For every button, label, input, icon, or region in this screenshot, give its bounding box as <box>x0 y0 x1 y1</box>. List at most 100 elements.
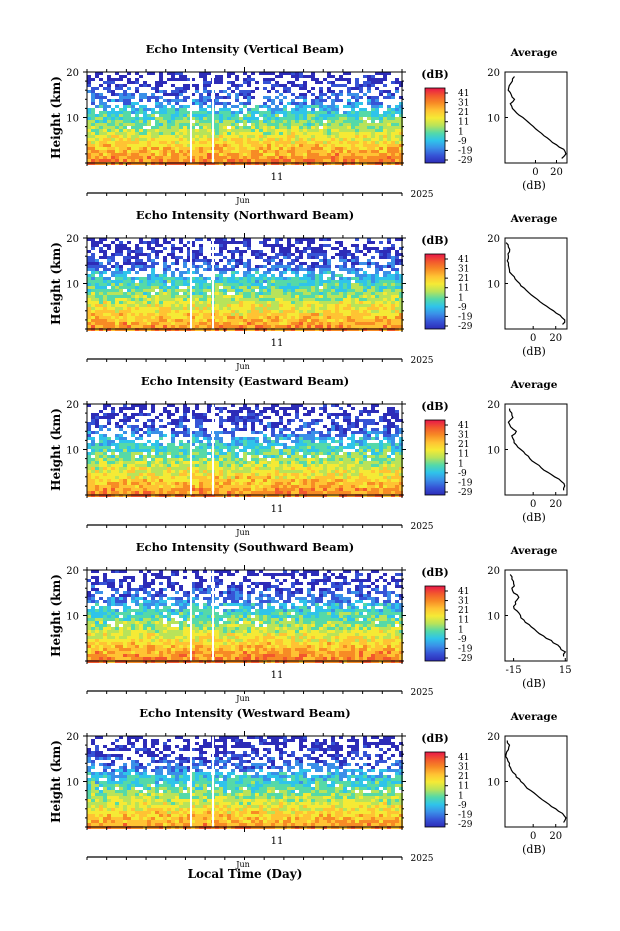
heatmap-cell <box>235 156 239 159</box>
heatmap-cell <box>299 135 303 138</box>
heatmap-cell <box>275 316 279 319</box>
heatmap-cell <box>123 310 127 313</box>
heatmap-cell <box>391 268 395 271</box>
heatmap-cell <box>131 295 135 298</box>
heatmap-cell <box>191 310 195 313</box>
heatmap-cell <box>147 147 151 150</box>
heatmap-cell <box>131 434 135 437</box>
heatmap-cell <box>103 96 107 99</box>
heatmap-cell <box>331 307 335 310</box>
heatmap-cell <box>99 126 103 129</box>
heatmap-cell <box>363 274 367 277</box>
heatmap-cell <box>167 304 171 307</box>
heatmap-cell <box>267 283 271 286</box>
heatmap-cell <box>191 488 195 491</box>
heatmap-cell <box>239 304 243 307</box>
heatmap-cell <box>147 467 151 470</box>
heatmap-cell <box>259 325 263 328</box>
heatmap-cell <box>271 295 275 298</box>
heatmap-cell <box>155 126 159 129</box>
heatmap-cell <box>243 289 247 292</box>
heatmap-cell <box>119 488 123 491</box>
heatmap-cell <box>243 238 247 241</box>
heatmap-cell <box>171 247 175 250</box>
heatmap-cell <box>267 126 271 129</box>
heatmap-cell <box>131 473 135 476</box>
heatmap-cell <box>347 120 351 123</box>
heatmap-cell <box>391 141 395 144</box>
heatmap-cell <box>135 265 139 268</box>
heatmap-cell <box>179 283 183 286</box>
heatmap-cell <box>227 108 231 111</box>
heatmap-cell <box>111 132 115 135</box>
heatmap-cell <box>251 325 255 328</box>
heatmap-cell <box>223 156 227 159</box>
heatmap-cell <box>99 464 103 467</box>
heatmap-cell <box>275 90 279 93</box>
heatmap-cell <box>151 114 155 117</box>
heatmap-cell <box>95 461 99 464</box>
heatmap-cell <box>191 467 195 470</box>
heatmap-cell <box>223 126 227 129</box>
heatmap-cell <box>171 419 175 422</box>
heatmap-cell <box>347 250 351 253</box>
heatmap-cell <box>395 138 399 141</box>
heatmap-cell <box>143 476 147 479</box>
heatmap-cell <box>367 247 371 250</box>
heatmap-cell <box>159 461 163 464</box>
heatmap-cell <box>99 120 103 123</box>
heatmap-cell <box>199 416 203 419</box>
heatmap-cell <box>331 123 335 126</box>
heatmap-cell <box>335 132 339 135</box>
heatmap-cell <box>107 126 111 129</box>
heatmap-cell <box>135 283 139 286</box>
heatmap-cell <box>111 313 115 316</box>
heatmap-cell <box>87 262 91 265</box>
heatmap-cell <box>95 268 99 271</box>
heatmap-cell <box>375 286 379 289</box>
heatmap-cell <box>231 150 235 153</box>
heatmap-cell <box>179 316 183 319</box>
heatmap-cell <box>207 265 211 268</box>
heatmap-cell <box>271 310 275 313</box>
heatmap-cell <box>115 461 119 464</box>
heatmap-cell <box>303 105 307 108</box>
heatmap-cell <box>375 301 379 304</box>
heatmap-cell <box>127 319 131 322</box>
heatmap-cell <box>127 241 131 244</box>
heatmap-cell <box>239 298 243 301</box>
heatmap-cell <box>171 464 175 467</box>
heatmap-cell <box>163 289 167 292</box>
heatmap-cell <box>115 117 119 120</box>
heatmap-cell <box>235 277 239 280</box>
heatmap-cell <box>135 277 139 280</box>
heatmap-cell <box>151 301 155 304</box>
heatmap-cell <box>375 123 379 126</box>
heatmap-cell <box>143 265 147 268</box>
heatmap-cell <box>115 159 119 162</box>
heatmap-cell <box>147 431 151 434</box>
heatmap-cell <box>355 150 359 153</box>
heatmap-cell <box>199 413 203 416</box>
heatmap-cell <box>215 253 219 256</box>
heatmap-cell <box>291 307 295 310</box>
heatmap-cell <box>307 111 311 114</box>
heatmap-cell <box>247 268 251 271</box>
heatmap-cell <box>331 292 335 295</box>
heatmap-cell <box>287 262 291 265</box>
heatmap-cell <box>247 99 251 102</box>
heatmap-cell <box>99 72 103 75</box>
heatmap-cell <box>139 238 143 241</box>
heatmap-cell <box>383 147 387 150</box>
heatmap-cell <box>375 283 379 286</box>
heatmap-cell <box>387 150 391 153</box>
heatmap-cell <box>131 268 135 271</box>
heatmap-cell <box>239 250 243 253</box>
heatmap-cell <box>271 274 275 277</box>
heatmap-cell <box>311 256 315 259</box>
heatmap-cell <box>327 150 331 153</box>
heatmap-cell <box>347 90 351 93</box>
heatmap-cell <box>287 313 291 316</box>
colorbar-tick-label: -19 <box>458 146 473 156</box>
heatmap-cell <box>327 265 331 268</box>
